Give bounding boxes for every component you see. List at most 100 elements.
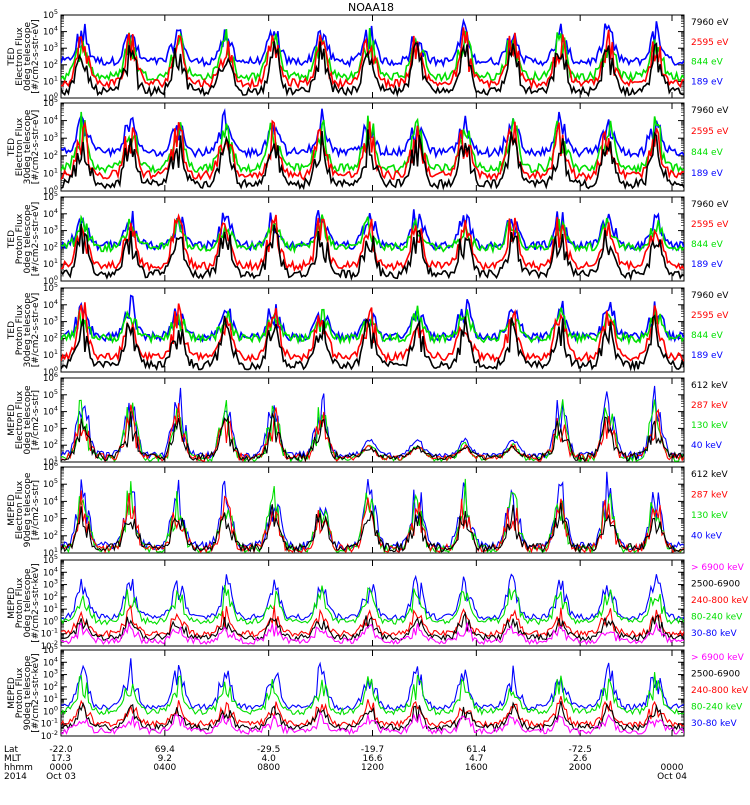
series-line-black <box>61 411 684 462</box>
series-line-black <box>61 223 684 281</box>
y-axis-label: 30deg telescope <box>23 109 33 184</box>
y-axis-label: [#/cm2-s-str-keV] <box>31 653 41 732</box>
y-axis-label: 30deg telescope <box>23 292 33 367</box>
y-axis-label: Electron Flux <box>15 27 25 86</box>
y-tick-label: 103 <box>43 512 58 525</box>
traces <box>61 573 684 646</box>
y-tick-label: 101 <box>43 166 58 179</box>
y-tick-label: 104 <box>43 207 58 220</box>
series-line-magenta <box>61 621 684 646</box>
y-axis-label: [#/cm2-s-str] <box>31 480 41 540</box>
series-line-green <box>61 111 684 175</box>
y-tick-label: 103 <box>43 41 58 54</box>
x-row-label: Lat <box>4 745 19 755</box>
traces <box>61 658 684 736</box>
y-axis-label: [#/cm2-s-str-eV] <box>31 19 41 94</box>
y-axis-label: 90deg telescope <box>23 655 33 730</box>
y-tick-label: 103 <box>43 224 58 237</box>
y-tick-label: 104 <box>43 298 58 311</box>
x-tick-label-hhmm: 1200 <box>361 763 384 773</box>
legend-entry: 240-800 keV <box>691 686 749 696</box>
x-tick-label-date: Oct 04 <box>657 772 687 782</box>
series-line-black <box>61 611 684 642</box>
y-axis-label: [#/cm2-s-str-eV] <box>31 110 41 185</box>
x-tick-label-hhmm: 0000 <box>50 763 73 773</box>
x-tick-label-hhmm: 0800 <box>257 763 280 773</box>
y-axis-label: [#/cm2-s-str] <box>31 390 41 450</box>
y-axis-label: [#/cm2-s-str-eV] <box>31 202 41 277</box>
y-tick-label: 104 <box>43 405 58 418</box>
legend-entry: 2595 eV <box>691 38 729 48</box>
y-tick-label: 102 <box>43 58 58 71</box>
y-axis-label: [#/cm2-s-str-keV] <box>31 563 41 642</box>
panel-frame <box>60 559 685 647</box>
series-line-blue <box>61 385 684 461</box>
legend-entry: 40 keV <box>691 531 723 541</box>
series-line-black <box>61 502 684 553</box>
y-tick-label: 104 <box>43 114 58 127</box>
traces <box>61 294 684 372</box>
y-tick-label: 102 <box>43 680 58 693</box>
y-axis-label: Proton Flux <box>15 667 25 718</box>
y-axis-label: 0deg telescope <box>23 385 33 455</box>
y-tick-label: 104 <box>43 655 58 668</box>
y-axis-label: TED <box>7 321 17 340</box>
legend-entry: 130 keV <box>691 421 728 431</box>
series-line-red <box>61 695 684 729</box>
y-axis-label: TED <box>7 47 17 66</box>
y-tick-label: 100 <box>43 614 58 627</box>
x-tick-label-date: Oct 03 <box>46 772 76 782</box>
legend-entry: 844 eV <box>691 331 724 341</box>
series-line-blue <box>61 18 684 68</box>
series-line-blue <box>61 471 684 552</box>
y-tick-label: 105 <box>43 8 58 21</box>
x-tick-label-lat: 61.4 <box>466 745 486 755</box>
legend-entry: 2595 eV <box>691 127 729 137</box>
y-tick-label: 103 <box>43 578 58 591</box>
y-tick-label: 101 <box>43 602 58 615</box>
y-tick-label: 105 <box>43 477 58 490</box>
y-axis-label: MEPED <box>7 587 17 619</box>
x-tick-label-hhmm: 0000 <box>661 763 684 773</box>
legend-entry: 7960 eV <box>691 18 729 28</box>
y-tick-label: 104 <box>43 565 58 578</box>
panel-frame <box>60 466 685 554</box>
legend-entry: 287 keV <box>691 401 728 411</box>
series-line-black <box>61 314 684 372</box>
x-tick-label-hhmm: 2000 <box>569 763 592 773</box>
x-tick-label-mlt: 17.3 <box>51 754 71 764</box>
series-line-black <box>61 41 684 98</box>
series-line-black <box>61 701 684 733</box>
legend-entry: 2500-6900 <box>691 670 740 680</box>
y-tick-label: 103 <box>43 315 58 328</box>
y-tick-label: 101 <box>43 348 58 361</box>
legend-entry: 40 keV <box>691 441 723 451</box>
legend-entry: 612 keV <box>691 470 728 480</box>
x-tick-label-mlt: 16.6 <box>362 754 382 764</box>
legend-entry: 844 eV <box>691 148 724 158</box>
y-axis-label: MEPED <box>7 404 17 436</box>
series-line-black <box>61 129 684 191</box>
y-axis-label: Electron Flux <box>15 480 25 539</box>
y-tick-label: 104 <box>43 25 58 38</box>
x-row-label: 2014 <box>4 772 27 782</box>
x-tick-label-hhmm: 0400 <box>153 763 176 773</box>
y-tick-label: 105 <box>43 388 58 401</box>
series-line-red <box>61 302 684 364</box>
y-axis-label: 0deg telescope <box>23 568 33 638</box>
series-line-green <box>61 584 684 626</box>
traces <box>61 209 684 281</box>
legend-entry: 7960 eV <box>691 200 729 210</box>
series-line-green <box>61 672 684 716</box>
traces <box>61 385 684 462</box>
y-tick-label: 102 <box>43 240 58 253</box>
legend-entry: 2500-6900 <box>691 580 740 590</box>
traces <box>61 107 684 191</box>
y-axis-label: Electron Flux <box>15 117 25 176</box>
